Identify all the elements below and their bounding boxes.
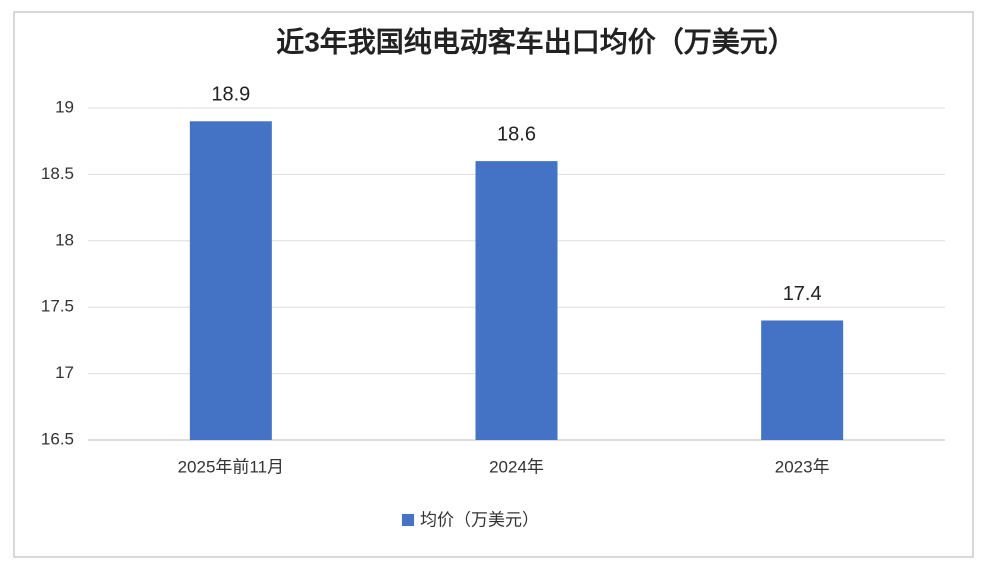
legend-label: 均价（万美元） [420,510,539,529]
y-tick-label: 18.5 [41,164,74,183]
x-tick-label: 2025年前11月 [178,457,284,476]
x-tick-label: 2024年 [489,457,544,476]
y-tick-label: 18 [55,230,74,249]
value-label: 17.4 [783,283,822,305]
x-tick-label: 2023年 [775,457,830,476]
legend-swatch [402,514,414,526]
y-tick-label: 16.5 [41,429,74,448]
y-tick-label: 17 [55,363,74,382]
bar [761,320,844,440]
value-label: 18.9 [211,84,250,106]
y-tick-label: 17.5 [41,297,74,316]
value-label: 18.6 [497,123,536,145]
bar [475,161,558,440]
bar [189,121,272,440]
chart-title: 近3年我国纯电动客车出口均价（万美元） [276,25,796,57]
y-tick-label: 19 [55,97,74,116]
